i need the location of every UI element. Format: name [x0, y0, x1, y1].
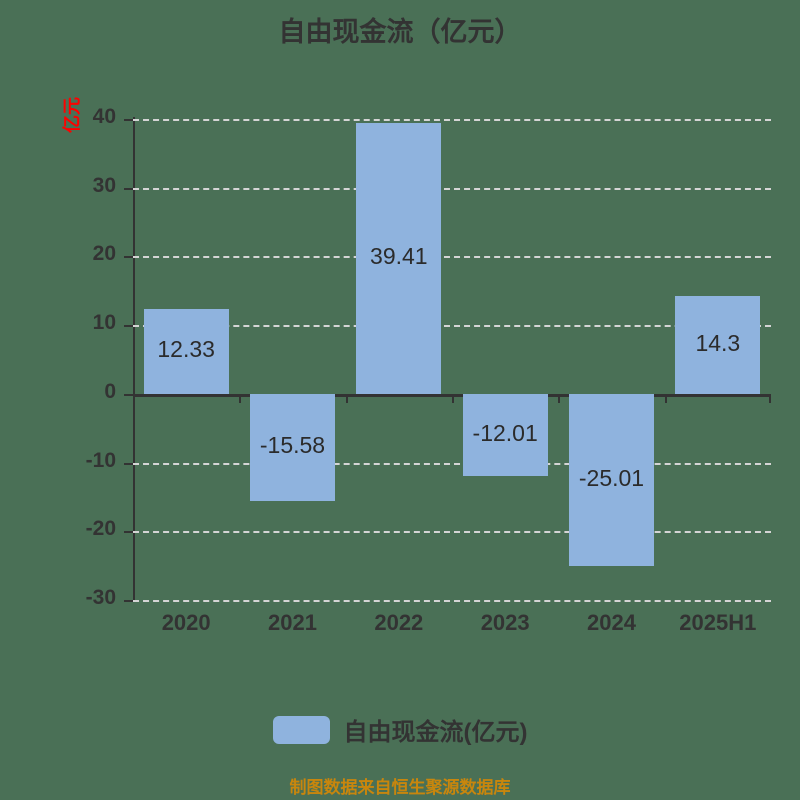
y-axis-tick-label: -20 [85, 517, 116, 541]
chart-legend: 自由现金流(亿元) [0, 712, 800, 747]
gridline [133, 256, 771, 259]
y-axis-tick-label: 30 [92, 173, 116, 197]
x-axis-right-cap [769, 394, 771, 403]
gridline [133, 325, 771, 328]
x-axis-tick-label: 2024 [587, 610, 636, 635]
x-axis-tick-label: 2021 [268, 610, 317, 635]
y-axis-tick [124, 531, 133, 534]
x-axis-tick-label: 2022 [374, 610, 424, 635]
x-axis-tick [452, 394, 454, 403]
y-axis-spine-upper [133, 117, 135, 394]
legend-label-free-cash-flow: 自由现金流(亿元) [343, 719, 528, 746]
bar[interactable] [143, 309, 229, 394]
legend-swatch-free-cash-flow [272, 715, 330, 744]
bar[interactable] [356, 123, 442, 394]
x-axis-tick [345, 394, 348, 403]
y-axis-tick [124, 600, 133, 602]
chart-title: 自由现金流（亿元） [278, 17, 522, 47]
gridline [133, 119, 771, 121]
y-axis-tick-label: -30 [85, 586, 116, 609]
gridline [133, 600, 771, 602]
y-axis-tick-label: 10 [92, 311, 116, 335]
y-axis-tick [124, 119, 133, 121]
gridline [133, 531, 771, 534]
bar-value-label: -25.01 [578, 464, 645, 491]
x-axis-tick-label: 2023 [480, 610, 530, 635]
y-axis-spine-lower [133, 394, 135, 602]
y-axis-tick-label: 20 [92, 242, 116, 266]
gridline [133, 187, 771, 190]
y-axis-tick [124, 187, 133, 190]
x-axis-tick-label: 2020 [161, 610, 211, 635]
source-note: 制图数据来自恒生聚源数据库 [289, 778, 511, 797]
y-axis-tick [124, 462, 133, 465]
y-axis-tick [124, 393, 133, 396]
bar-value-label: -12.01 [472, 420, 538, 447]
bars-group: 12.33 -15.58 39.41 -12.01 -25.01 14.3 [133, 119, 771, 600]
y-axis-tick-label: 0 [104, 379, 116, 403]
bar[interactable] [675, 295, 761, 394]
y-axis-tick [124, 325, 133, 328]
y-axis-tick-label: -10 [85, 448, 116, 472]
x-axis-tick-label: 2025H1 [679, 610, 757, 635]
bar-value-label: 39.41 [370, 243, 428, 270]
x-axis-tick [133, 394, 135, 403]
bar-value-label: 14.3 [695, 329, 741, 356]
bar-value-label: 12.33 [157, 336, 215, 363]
gridline [133, 462, 771, 465]
bar[interactable] [568, 393, 655, 566]
bar[interactable] [249, 393, 336, 501]
x-axis-tick [558, 394, 561, 403]
y-axis-tick [124, 256, 133, 259]
y-axis-tick-label: 40 [92, 105, 116, 128]
bar[interactable] [462, 393, 548, 477]
x-axis-tick [664, 394, 667, 403]
bar-value-label: -15.58 [259, 432, 326, 459]
x-axis-tick [239, 394, 242, 403]
